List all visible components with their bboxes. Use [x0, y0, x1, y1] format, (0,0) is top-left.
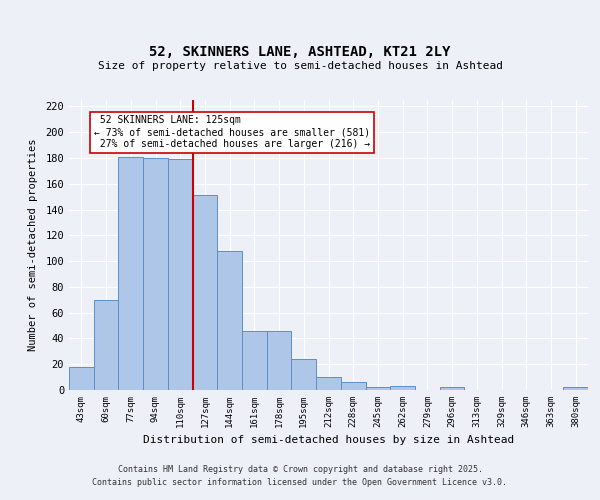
- Bar: [316, 377, 341, 390]
- Bar: [69, 367, 94, 390]
- Bar: [118, 156, 143, 390]
- Bar: [94, 300, 118, 390]
- Bar: [168, 160, 193, 390]
- X-axis label: Distribution of semi-detached houses by size in Ashtead: Distribution of semi-detached houses by …: [143, 436, 514, 446]
- Bar: [365, 388, 390, 390]
- Bar: [292, 359, 316, 390]
- Bar: [193, 196, 217, 390]
- Bar: [217, 251, 242, 390]
- Bar: [267, 330, 292, 390]
- Text: Contains HM Land Registry data © Crown copyright and database right 2025.: Contains HM Land Registry data © Crown c…: [118, 466, 482, 474]
- Y-axis label: Number of semi-detached properties: Number of semi-detached properties: [28, 138, 38, 352]
- Bar: [390, 386, 415, 390]
- Bar: [341, 382, 365, 390]
- Bar: [242, 330, 267, 390]
- Bar: [440, 388, 464, 390]
- Text: Contains public sector information licensed under the Open Government Licence v3: Contains public sector information licen…: [92, 478, 508, 487]
- Bar: [143, 158, 168, 390]
- Text: 52, SKINNERS LANE, ASHTEAD, KT21 2LY: 52, SKINNERS LANE, ASHTEAD, KT21 2LY: [149, 46, 451, 60]
- Text: 52 SKINNERS LANE: 125sqm
← 73% of semi-detached houses are smaller (581)
 27% of: 52 SKINNERS LANE: 125sqm ← 73% of semi-d…: [94, 116, 370, 148]
- Bar: [563, 388, 588, 390]
- Text: Size of property relative to semi-detached houses in Ashtead: Size of property relative to semi-detach…: [97, 61, 503, 71]
